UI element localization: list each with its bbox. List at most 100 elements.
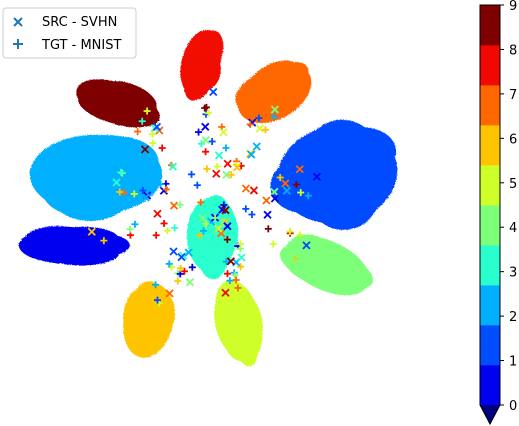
scatter-markers <box>87 87 322 307</box>
cluster-digit-7 <box>235 60 312 124</box>
tgt-plus-marker <box>231 271 239 279</box>
src-x-marker <box>214 224 223 233</box>
tgt-plus-marker <box>237 263 245 271</box>
src-x-marker <box>232 163 242 172</box>
src-x-marker <box>152 122 162 131</box>
tgt-plus-marker <box>131 220 139 228</box>
src-x-marker <box>169 247 178 256</box>
src-x-marker <box>222 170 231 179</box>
src-x-marker <box>270 105 280 114</box>
src-x-marker <box>247 150 256 159</box>
src-x-marker <box>216 229 226 238</box>
legend-label-src: SRC - SVHN <box>42 15 117 30</box>
tgt-plus-marker <box>292 181 300 189</box>
colorbar-band <box>480 205 500 246</box>
src-x-marker <box>270 194 280 203</box>
tgt-plus-marker <box>160 219 168 227</box>
src-x-marker <box>87 227 96 236</box>
tgt-plus-marker <box>202 103 210 111</box>
colorbar-tick-label: 1 <box>509 355 517 370</box>
tgt-plus-marker <box>246 120 254 128</box>
colorbar-band <box>480 245 500 286</box>
tgt-plus-marker <box>270 113 278 121</box>
src-x-marker <box>209 87 218 97</box>
src-x-marker <box>237 253 246 262</box>
tgt-plus-marker <box>163 227 171 235</box>
tgt-plus-marker <box>203 165 211 173</box>
src-x-marker <box>252 142 261 151</box>
tgt-plus-marker <box>218 123 226 131</box>
scatter-plot-area <box>18 29 398 367</box>
tgt-plus-marker <box>171 224 179 232</box>
tgt-plus-marker <box>165 260 173 268</box>
tgt-plus-marker <box>227 171 235 179</box>
src-x-marker <box>169 201 179 210</box>
legend-frame <box>2 7 137 59</box>
tgt-plus-marker <box>130 190 138 198</box>
cluster-digit-5 <box>214 279 263 367</box>
tgt-plus-marker <box>286 228 294 236</box>
src-x-marker <box>140 145 150 154</box>
cluster-digit-0 <box>18 226 130 266</box>
tgt-plus-marker <box>139 187 147 195</box>
tgt-plus-marker <box>211 214 219 222</box>
tgt-plus-marker <box>116 188 124 196</box>
src-x-marker <box>165 289 174 298</box>
colorbar-tick-label: 0 <box>509 399 517 414</box>
src-x-marker <box>223 159 232 168</box>
src-x-marker <box>295 165 304 174</box>
src-x-marker <box>212 169 221 178</box>
colorbar-tick-label: 9 <box>509 0 517 14</box>
tgt-plus-marker <box>200 227 208 235</box>
tgt-plus-marker <box>100 237 108 245</box>
src-x-marker <box>177 253 186 262</box>
src-x-marker <box>184 248 193 257</box>
src-x-marker <box>312 172 322 181</box>
tgt-plus-marker <box>208 138 216 146</box>
colorbar-tick-label: 2 <box>509 310 517 325</box>
src-x-marker <box>282 186 291 195</box>
src-x-marker <box>112 178 121 187</box>
src-x-marker <box>263 210 272 219</box>
tgt-plus-marker <box>195 128 203 136</box>
colorbar-tick-label: 7 <box>509 88 517 103</box>
src-x-marker <box>221 206 230 215</box>
tgt-plus-marker <box>223 270 231 278</box>
legend-label-tgt: TGT - MNIST <box>41 38 121 53</box>
src-x-marker <box>262 196 271 205</box>
src-x-marker <box>226 257 235 266</box>
tgt-plus-marker <box>180 267 188 275</box>
src-x-marker <box>302 241 311 250</box>
src-x-marker <box>198 214 207 223</box>
tgt-plus-marker <box>177 264 185 272</box>
tgt-plus-marker <box>193 181 201 189</box>
colorbar-tick-label: 8 <box>509 43 517 58</box>
cluster-digit-6 <box>123 281 175 358</box>
tgt-plus-marker <box>153 296 161 304</box>
plus-marker-icon <box>13 39 23 49</box>
tgt-plus-marker <box>205 109 213 117</box>
tgt-plus-marker <box>304 192 312 200</box>
tgt-plus-marker <box>261 126 269 134</box>
src-x-marker <box>168 162 178 171</box>
tgt-plus-marker <box>176 201 184 209</box>
cluster-digit-4 <box>279 234 374 296</box>
cluster-digit-1 <box>270 119 398 230</box>
tgt-plus-marker <box>138 117 146 125</box>
tgt-plus-marker <box>157 180 165 188</box>
tgt-plus-marker <box>222 258 230 266</box>
tgt-plus-marker <box>126 225 134 233</box>
src-x-marker <box>241 184 251 193</box>
tgt-plus-marker <box>197 140 205 148</box>
src-x-marker <box>93 241 102 250</box>
tgt-plus-marker <box>174 277 182 285</box>
colorbar-bands <box>480 5 500 424</box>
tgt-plus-marker <box>117 168 125 176</box>
colorbar-ticks: 0 1 2 3 4 5 6 7 8 9 <box>500 0 517 414</box>
src-x-marker <box>185 278 195 287</box>
tgt-plus-marker <box>255 114 263 122</box>
tgt-plus-marker <box>152 231 160 239</box>
tgt-plus-marker <box>288 255 296 263</box>
src-x-marker <box>153 209 162 218</box>
